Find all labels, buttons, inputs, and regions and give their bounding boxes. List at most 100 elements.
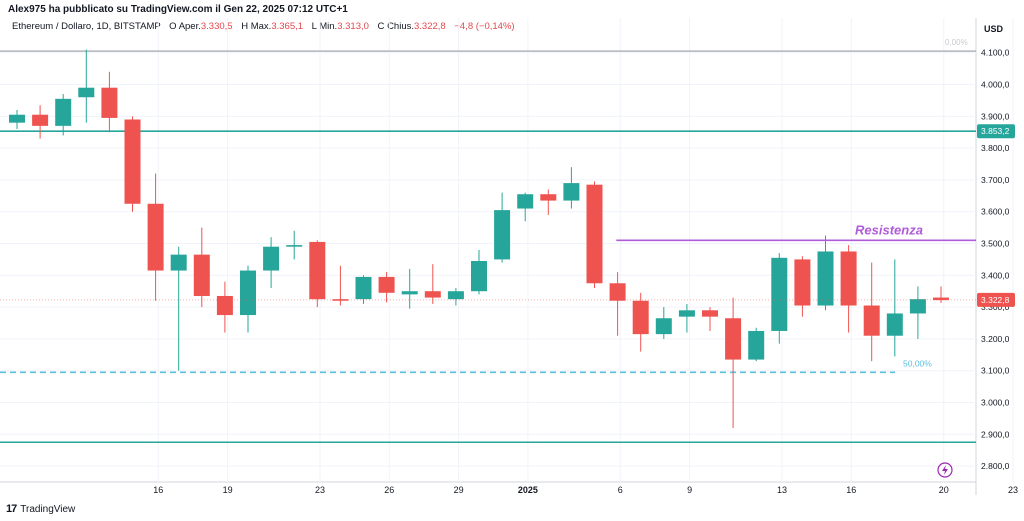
tv-logo-icon: 17 [6, 503, 17, 515]
candle [309, 240, 326, 308]
candle [471, 249, 487, 295]
candle-body [909, 299, 926, 314]
candle-body [725, 318, 742, 360]
candle [55, 94, 72, 136]
candle [78, 49, 95, 123]
x-tick-label: 16 [846, 485, 856, 495]
candles [9, 49, 949, 428]
candle [563, 167, 580, 209]
current-price-tag-text: 3.322,8 [981, 295, 1010, 305]
candle [424, 264, 441, 304]
x-tick-label: 26 [384, 485, 394, 495]
open-value: 3.330,5 [200, 21, 233, 32]
change-value: −4,8 (−0,14%) [454, 21, 515, 32]
candle [332, 265, 349, 306]
candle-body [32, 114, 49, 126]
candle-body [263, 246, 280, 271]
candle-body [216, 295, 233, 316]
candle [517, 192, 534, 222]
candle [678, 303, 695, 333]
level-price-tag [977, 124, 1015, 139]
candle [794, 256, 811, 317]
candle-body [170, 254, 187, 271]
close-text: Chius. [387, 21, 414, 32]
candle-body [702, 310, 718, 317]
candle-body [632, 300, 649, 335]
candle-body [563, 183, 580, 201]
y-tick-label: 3.500,0 [981, 239, 1010, 249]
candle-body [332, 299, 349, 301]
candle [355, 275, 372, 304]
candle [286, 230, 303, 260]
y-tick-label: 3.200,0 [981, 334, 1010, 344]
y-tick-label: 3.100,0 [981, 366, 1010, 376]
candle [101, 71, 118, 133]
tradingview-logo-text: TradingView [20, 503, 76, 515]
candle-body [9, 114, 25, 123]
candle [147, 173, 164, 301]
candle [494, 192, 511, 263]
candle-body [886, 313, 903, 336]
candle [540, 189, 557, 215]
candle-body [55, 98, 72, 126]
y-tick-label: 3.900,0 [981, 111, 1010, 121]
grid-lines [0, 18, 1014, 495]
fib-50-label: 50,00% [903, 358, 932, 368]
high-key: H [241, 21, 249, 32]
candle-body [355, 276, 372, 300]
candle-body [401, 291, 418, 295]
low-key: L [311, 21, 317, 32]
candle-body [655, 318, 672, 335]
candle [840, 245, 857, 333]
open-key: O [169, 21, 177, 32]
candle [263, 237, 280, 289]
candle [702, 307, 718, 331]
y-tick-label: 2.900,0 [981, 429, 1010, 439]
x-tick-label: 6 [618, 485, 623, 495]
candle [586, 181, 603, 289]
candle [447, 288, 464, 306]
publisher-line: Alex975 ha pubblicato su TradingView.com… [8, 4, 348, 15]
candle-body [378, 276, 395, 293]
x-tick-label: 23 [315, 485, 325, 495]
candle [933, 286, 949, 303]
candle [9, 109, 25, 130]
level-price-tag-text: 3.853,2 [981, 126, 1010, 136]
symbol-name[interactable]: Ethereum / Dollaro, 1D, BITSTAMP [12, 21, 161, 32]
time-axis[interactable]: 16 19 23 26 29 2025 6 9 13 16 20 23 [153, 485, 1018, 495]
x-tick-label: 13 [777, 485, 787, 495]
candle [216, 281, 233, 333]
candle-body [933, 297, 949, 301]
candle-body [540, 194, 557, 201]
y-tick-label: 2.800,0 [981, 461, 1010, 471]
candle [378, 272, 395, 303]
annotations: Resistenza 50,00% 0,00% 3.853,2 3.322,8 [0, 38, 1015, 478]
candle-body [840, 251, 857, 306]
lightning-icon-bolt [942, 465, 948, 475]
candle-body [124, 119, 141, 204]
currency-label: USD [984, 24, 1004, 34]
y-tick-label: 3.700,0 [981, 175, 1010, 185]
y-tick-label: 3.000,0 [981, 398, 1010, 408]
candle [886, 259, 903, 357]
candle [863, 262, 880, 362]
y-tick-label: 3.300,0 [981, 302, 1010, 312]
candle [609, 272, 626, 336]
candle-body [147, 203, 164, 271]
ohlc-legend: Ethereum / Dollaro, 1D, BITSTAMP O Aper.… [12, 21, 515, 32]
tradingview-logo[interactable]: 17 TradingView [6, 503, 75, 515]
candle [771, 253, 788, 344]
y-tick-label: 3.600,0 [981, 207, 1010, 217]
candle [124, 116, 141, 212]
current-price-tag [977, 292, 1015, 307]
y-tick-label: 3.400,0 [981, 270, 1010, 280]
x-tick-label: 23 [1008, 485, 1018, 495]
x-tick-label: 20 [939, 485, 949, 495]
price-axis[interactable]: USD 2.800,0 2.900,0 3.000,0 3.100,0 3.200,0 3.… [981, 24, 1010, 471]
candle-body [817, 251, 834, 306]
y-tick-label: 3.800,0 [981, 143, 1010, 153]
candle-body [471, 261, 487, 292]
close-value: 3.322,8 [414, 21, 446, 32]
candle [401, 268, 418, 309]
